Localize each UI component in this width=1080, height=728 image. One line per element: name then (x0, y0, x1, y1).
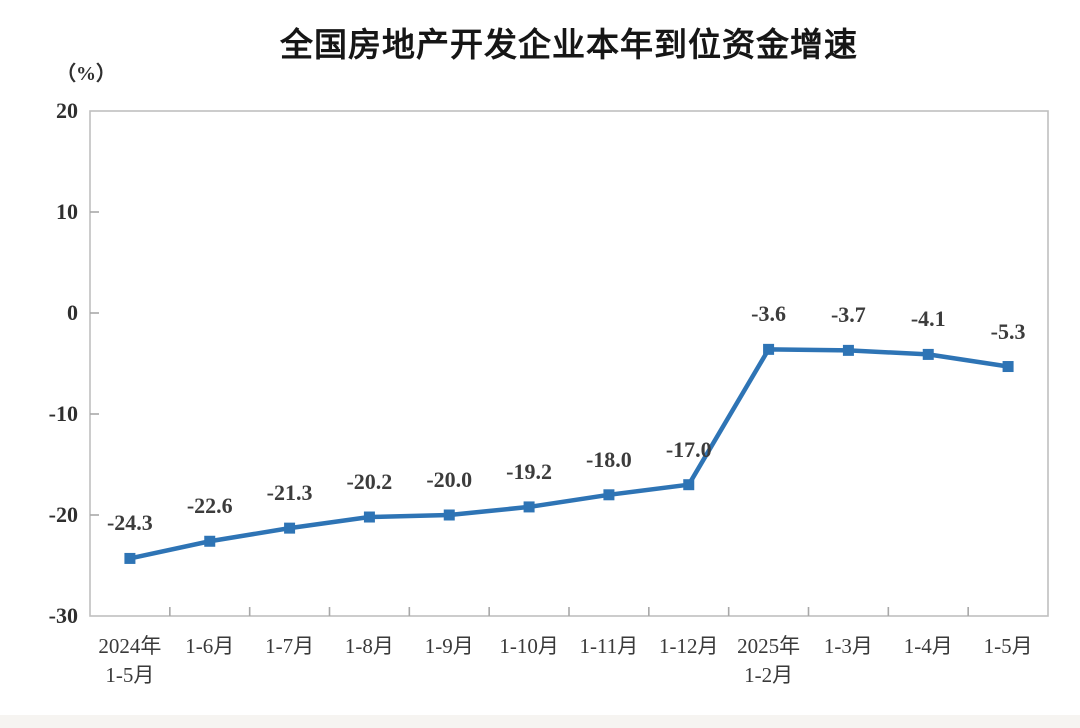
data-point-label: -3.6 (751, 301, 786, 327)
data-point-label: -20.0 (426, 467, 473, 492)
data-point-marker (603, 489, 615, 501)
x-axis-category-label: 1-12月 (659, 634, 719, 658)
x-axis-category-label: 2025年 1-2月 (737, 634, 801, 687)
chart-title: 全国房地产开发企业本年到位资金增速 (280, 26, 858, 63)
data-point-marker (1002, 361, 1014, 373)
x-axis-category-label: 1-5月 (983, 634, 1033, 658)
x-axis-category-label: 2024年 1-5月 (98, 634, 162, 687)
data-point-marker (922, 348, 934, 360)
x-axis-category-label: 1-3月 (823, 634, 873, 658)
x-axis-category-label: 1-11月 (579, 634, 639, 658)
data-point-marker (443, 509, 455, 521)
data-point-label: -3.7 (830, 302, 866, 328)
x-axis-category-label: 1-10月 (499, 634, 559, 658)
data-point-marker (363, 511, 375, 523)
data-point-label: -20.2 (346, 469, 393, 495)
y-axis-tick-label: 10 (56, 199, 78, 224)
y-axis-tick-label: -20 (48, 502, 78, 527)
data-point-label: -18.0 (585, 446, 632, 472)
data-point-label: -21.3 (266, 480, 313, 506)
data-point-marker (124, 552, 136, 564)
data-point-marker (204, 535, 216, 547)
y-axis-unit-label: （%） (56, 63, 116, 85)
data-point-marker (284, 522, 296, 534)
page-footer-strip (0, 715, 1080, 728)
x-axis-category-label: 1-6月 (185, 634, 235, 658)
data-point-marker (763, 343, 775, 355)
data-point-label: -22.6 (186, 493, 233, 519)
x-axis-category-label: 1-4月 (903, 634, 953, 658)
y-axis-tick-label: -30 (48, 603, 78, 628)
data-point-marker (842, 344, 854, 356)
data-point-label: -19.2 (506, 458, 552, 484)
data-point-marker (523, 501, 535, 513)
y-axis-tick-label: 0 (67, 300, 78, 325)
plot-area-border (89, 110, 1049, 617)
data-point-label: -24.3 (106, 510, 153, 536)
data-point-marker (683, 479, 695, 491)
x-axis-category-label: 1-7月 (265, 634, 315, 658)
x-axis-category-label: 1-9月 (424, 634, 474, 658)
data-line-series (127, 347, 1011, 561)
data-point-label: -5.3 (990, 318, 1026, 344)
data-point-label: -4.1 (910, 306, 946, 332)
data-point-label: -17.0 (665, 436, 712, 462)
x-axis-category-label: 1-8月 (344, 634, 394, 658)
y-axis-tick-label: -10 (48, 401, 78, 426)
y-axis-tick-label: 20 (56, 98, 78, 123)
